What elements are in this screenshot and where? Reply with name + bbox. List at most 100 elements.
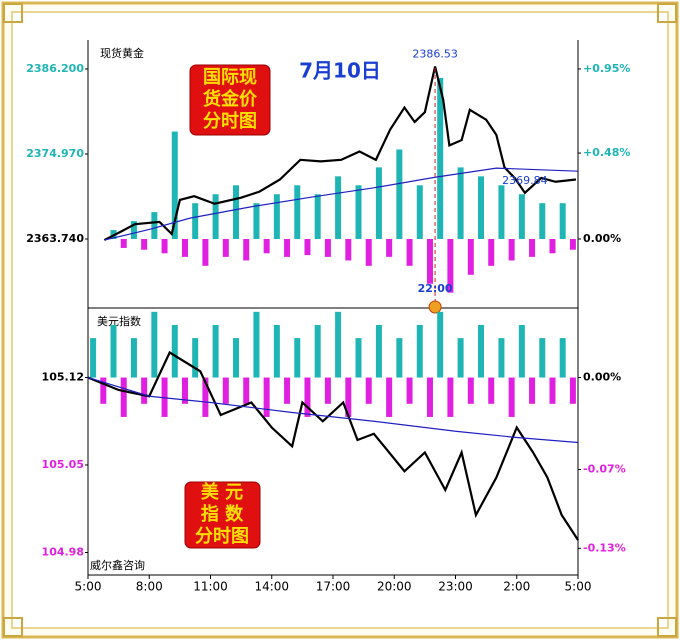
bar bbox=[437, 77, 444, 239]
y2-tick-label: 0.00% bbox=[583, 232, 621, 245]
bar bbox=[304, 377, 311, 417]
label-box bbox=[184, 481, 261, 549]
label-text: 货金价 bbox=[203, 88, 258, 110]
y2-tick-label: -0.07% bbox=[583, 462, 626, 475]
bar bbox=[345, 238, 352, 261]
bar bbox=[181, 377, 188, 404]
bar bbox=[314, 324, 321, 378]
bar bbox=[498, 185, 505, 239]
bar bbox=[141, 377, 148, 404]
bar bbox=[437, 311, 444, 378]
bar bbox=[457, 338, 464, 378]
bar bbox=[355, 338, 362, 378]
bar bbox=[345, 377, 352, 417]
y2-tick-label: +0.95% bbox=[583, 62, 630, 75]
bar bbox=[253, 203, 260, 239]
y2-tick-label: 0.00% bbox=[583, 371, 621, 384]
bar bbox=[294, 338, 301, 378]
label-text: 分时图 bbox=[195, 526, 249, 547]
bar bbox=[406, 377, 413, 404]
line bbox=[87, 350, 579, 541]
bar bbox=[365, 238, 372, 266]
bar bbox=[171, 131, 178, 239]
bar bbox=[120, 377, 127, 417]
annotation: 22:00 bbox=[418, 282, 453, 295]
bar bbox=[151, 311, 158, 378]
bar bbox=[335, 311, 342, 378]
bar bbox=[243, 238, 250, 261]
bar bbox=[559, 203, 566, 239]
date: 7月10日 bbox=[299, 59, 381, 83]
bar bbox=[100, 377, 107, 404]
bar bbox=[161, 238, 168, 254]
bar bbox=[284, 377, 291, 404]
bar bbox=[355, 185, 362, 239]
bar bbox=[488, 238, 495, 266]
line bbox=[104, 167, 579, 241]
bar bbox=[488, 377, 495, 404]
source: 威尔鑫咨询 bbox=[90, 558, 145, 572]
bar bbox=[518, 194, 525, 239]
panel-title: 现货黄金 bbox=[100, 46, 144, 60]
label-text: 美 元 bbox=[201, 481, 243, 503]
y-tick-label: 105.12 bbox=[42, 371, 84, 384]
label-box bbox=[189, 64, 271, 136]
bar bbox=[324, 238, 331, 257]
bar bbox=[478, 324, 485, 378]
bar bbox=[263, 238, 270, 254]
bar bbox=[416, 185, 423, 239]
bar bbox=[386, 238, 393, 257]
bar bbox=[314, 194, 321, 239]
bar bbox=[549, 238, 556, 254]
bar bbox=[396, 338, 403, 378]
bar bbox=[233, 185, 240, 239]
x-tick-label: 14:00 bbox=[254, 580, 289, 594]
bar bbox=[335, 176, 342, 239]
bar bbox=[141, 238, 148, 250]
x-tick-label: 17:00 bbox=[316, 580, 351, 594]
label-text: 指 数 bbox=[201, 503, 244, 525]
bar bbox=[396, 149, 403, 239]
bar bbox=[508, 238, 515, 261]
bar bbox=[192, 338, 199, 378]
y2-tick-label: +0.48% bbox=[583, 146, 630, 159]
bar bbox=[151, 212, 158, 239]
bar bbox=[569, 238, 576, 250]
bar bbox=[518, 324, 525, 378]
annotation: 2386.53 bbox=[412, 47, 458, 60]
corner-ornaments bbox=[3, 3, 677, 637]
x-tick-label: 20:00 bbox=[377, 580, 412, 594]
x-tick-label: 8:00 bbox=[136, 580, 163, 594]
y-tick-label: 2386.200 bbox=[26, 62, 84, 75]
bar bbox=[304, 238, 311, 256]
bar bbox=[498, 338, 505, 378]
bar bbox=[508, 377, 515, 417]
bar bbox=[539, 338, 546, 378]
bar bbox=[294, 185, 301, 239]
panel-title: 美元指数 bbox=[97, 314, 141, 328]
bar bbox=[212, 194, 219, 239]
bar bbox=[447, 377, 454, 417]
bar bbox=[243, 377, 250, 404]
bar bbox=[233, 338, 240, 378]
x-tick-label: 23:00 bbox=[438, 580, 473, 594]
annotation: 2369.84 bbox=[502, 174, 548, 187]
line bbox=[87, 376, 579, 444]
bar bbox=[569, 377, 576, 404]
bar bbox=[559, 338, 566, 378]
bar bbox=[478, 176, 485, 239]
bar bbox=[222, 377, 229, 404]
bar bbox=[539, 203, 546, 239]
bar bbox=[426, 238, 433, 284]
bar bbox=[212, 324, 219, 378]
bar bbox=[467, 377, 474, 404]
bar bbox=[273, 194, 280, 239]
bar bbox=[192, 203, 199, 239]
y-tick-label: 104.98 bbox=[42, 546, 84, 559]
marker bbox=[428, 300, 442, 314]
bar bbox=[120, 238, 127, 248]
bar bbox=[181, 238, 188, 257]
bar bbox=[90, 338, 97, 378]
bar bbox=[406, 238, 413, 266]
